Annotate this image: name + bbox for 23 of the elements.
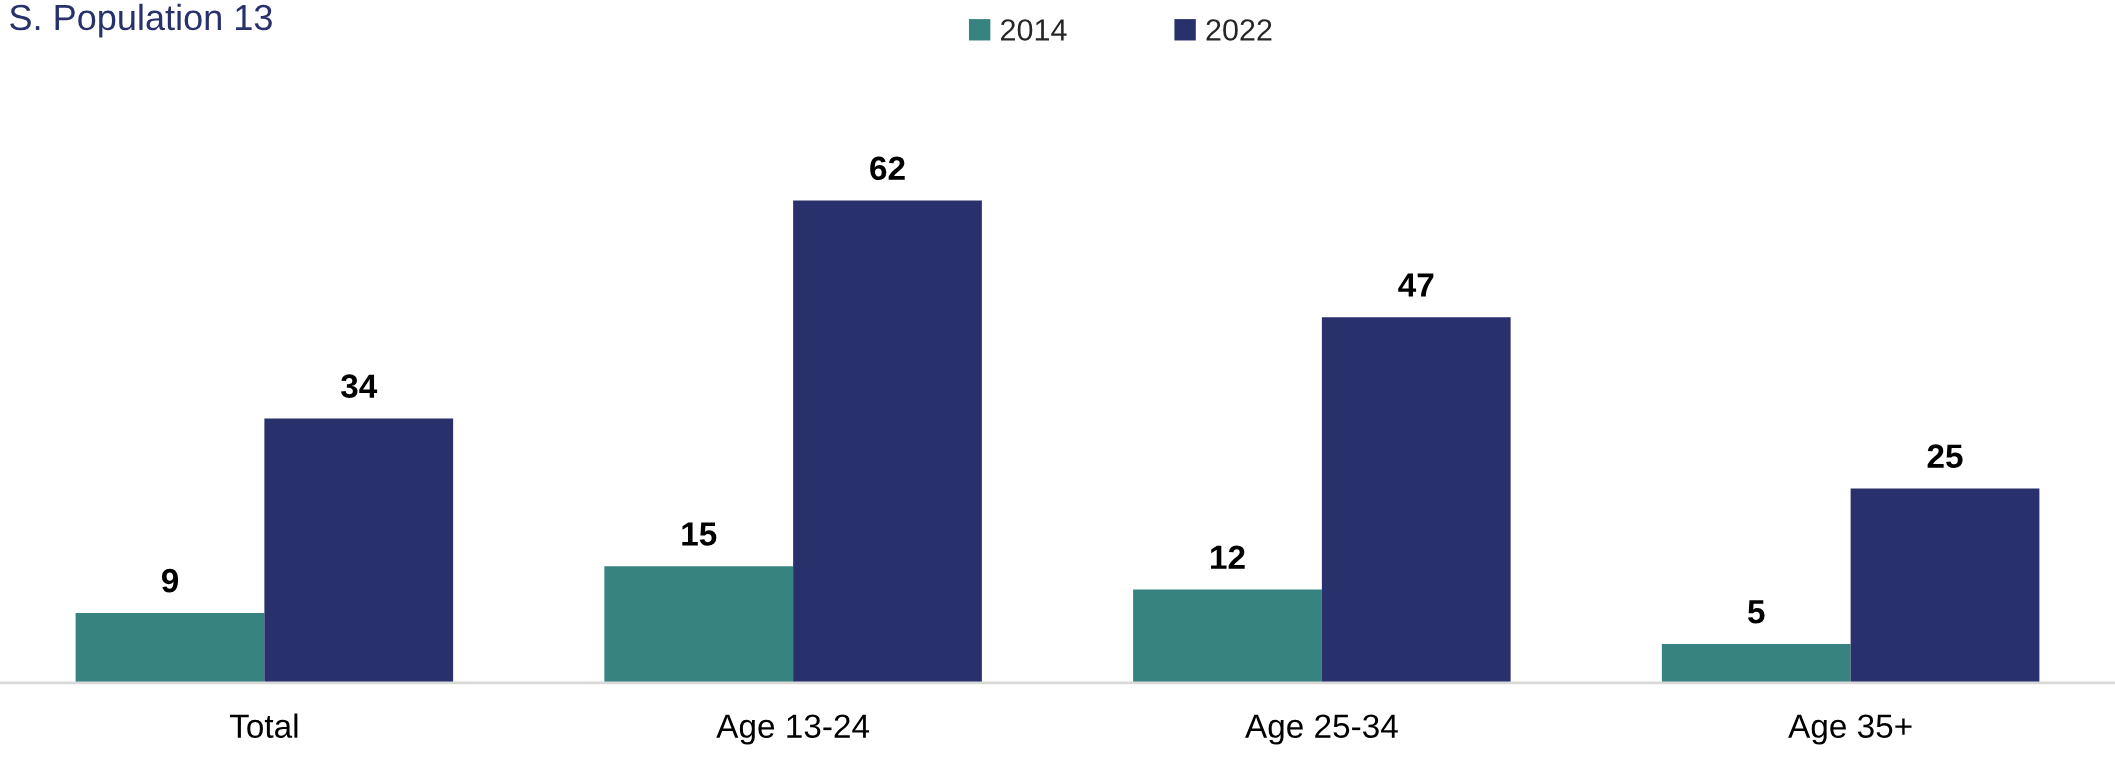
bar: [793, 200, 982, 683]
data-label: 5: [1748, 600, 1765, 624]
data-label: 62: [870, 156, 905, 181]
bar: [264, 418, 454, 683]
legend-label: 2014: [1001, 19, 1067, 41]
data-label: 9: [161, 568, 179, 593]
x-tick-label: Age 35+: [1788, 714, 1912, 745]
data-label: 47: [1398, 273, 1434, 297]
legend-label: 2022: [1206, 19, 1272, 41]
data-label: 25: [1927, 444, 1963, 468]
bar: [1661, 644, 1851, 683]
data-label: 12: [1211, 545, 1245, 569]
data-label: 34: [340, 374, 378, 399]
x-tick-label: Age 25-34: [1245, 714, 1398, 745]
bar: [1321, 317, 1511, 683]
x-tick-label: Age 13-24: [716, 714, 870, 745]
bar: [604, 566, 794, 683]
bar: [75, 612, 265, 683]
x-tick-label: Total: [229, 713, 298, 738]
data-label: 15: [682, 522, 717, 546]
bar: [1133, 589, 1322, 683]
chart-title: S. Population 13: [10, 3, 272, 38]
bar: [1850, 488, 2040, 683]
